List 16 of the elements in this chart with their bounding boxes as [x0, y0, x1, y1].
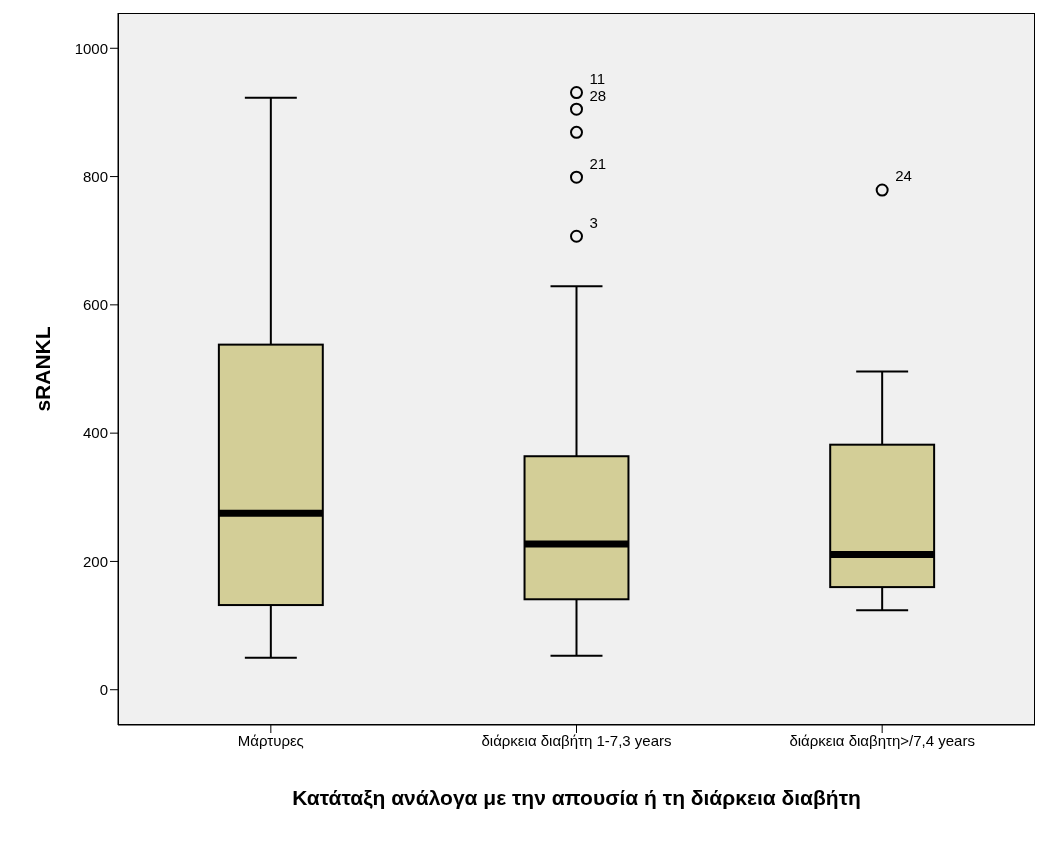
annotation: 11 [589, 69, 606, 87]
annotation: 24 [895, 167, 912, 185]
y-tick-label: 800 [82, 167, 108, 185]
x-tick-label: διάρκεια διαβητη>/7,4 years [789, 731, 975, 749]
annotation: 28 [589, 86, 607, 104]
y-tick-label: 1000 [74, 39, 108, 57]
x-axis-title: Κατάταξη ανάλογα με την απουσία ή τη διάρκεια διαβήτη [292, 786, 861, 809]
y-tick-label: 0 [99, 681, 108, 699]
y-tick-label: 200 [82, 552, 108, 570]
y-axis-title: sRANKL [31, 326, 55, 412]
annotation: 3 [589, 213, 598, 231]
x-tick-label: διάρκεια διαβήτη 1-7,3 years [481, 731, 672, 749]
annotation: 21 [589, 154, 607, 172]
y-tick-label: 400 [82, 424, 108, 442]
x-tick-label: Μάρτυρες [237, 731, 304, 749]
y-tick-label: 600 [82, 296, 108, 314]
